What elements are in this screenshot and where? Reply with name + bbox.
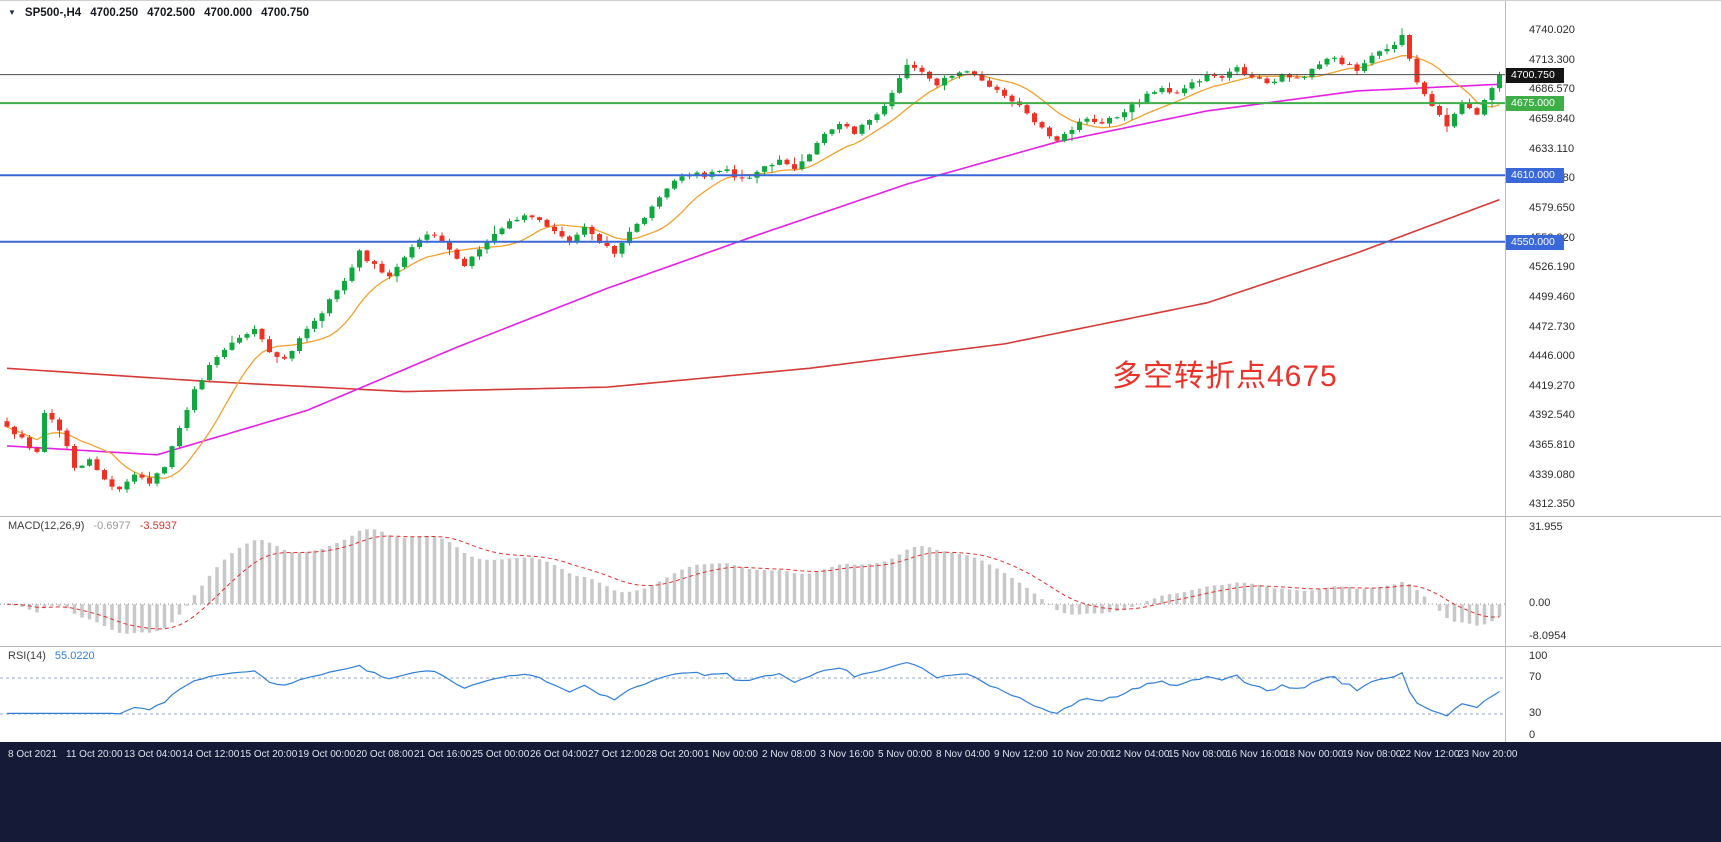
time-label: 22 Nov 12:00: [1400, 749, 1460, 760]
panel-separator-macd: [0, 516, 1721, 517]
price-badge-hline[interactable]: 4675.000: [1506, 96, 1564, 111]
time-label: 19 Nov 08:00: [1342, 749, 1402, 760]
ohlc-close: 4700.750: [261, 7, 310, 19]
price-axis-tick: 4579.650: [1529, 202, 1575, 214]
time-label: 11 Oct 20:00: [66, 749, 123, 760]
rsi-value: 55.0220: [54, 650, 95, 662]
price-axis-tick: 4365.810: [1529, 439, 1575, 451]
time-axis: 8 Oct 2021 11 Oct 20:00 13 Oct 04:00 14 Oct…: [0, 742, 1721, 842]
price-badge-hline[interactable]: 4610.000: [1506, 168, 1564, 183]
panel-separator-rsi: [0, 646, 1721, 647]
chart-canvas[interactable]: [0, 1, 1505, 743]
rsi-name: RSI(14): [8, 650, 46, 662]
macd-name: MACD(12,26,9): [8, 520, 85, 532]
price-axis-tick: 4713.300: [1529, 54, 1575, 66]
rsi-axis-30: 30: [1529, 707, 1542, 719]
price-axis-tick: 4392.540: [1529, 409, 1575, 421]
price-axis-tick: 4659.840: [1529, 113, 1575, 125]
time-label: 16 Nov 16:00: [1226, 749, 1286, 760]
chart-window[interactable]: ▼ SP500-,H4 4700.250 4702.500 4700.000 4…: [0, 0, 1721, 743]
time-label: 8 Oct 2021: [8, 749, 57, 760]
macd-signal-value: -3.5937: [139, 520, 178, 532]
footer-bar: 8 Oct 2021 11 Oct 20:00 13 Oct 04:00 14 Oct…: [0, 742, 1721, 842]
macd-indicator-label: MACD(12,26,9) -0.6977 -3.5937: [8, 520, 177, 532]
ma-slow-line: [6, 198, 1500, 393]
price-axis-tick: 4419.270: [1529, 380, 1575, 392]
ohlc-low: 4700.000: [204, 7, 253, 19]
ma-fast-line: [6, 54, 1500, 479]
time-label: 23 Nov 20:00: [1458, 749, 1518, 760]
time-label: 3 Nov 16:00: [820, 749, 874, 760]
time-label: 19 Oct 00:00: [298, 749, 356, 760]
rsi-indicator-label: RSI(14) 55.0220: [8, 650, 95, 662]
time-label: 20 Oct 08:00: [356, 749, 414, 760]
ohlc-open: 4700.250: [90, 7, 139, 19]
symbol-header: ▼ SP500-,H4 4700.250 4702.500 4700.000 4…: [8, 7, 309, 19]
price-axis-tick: 4526.190: [1529, 261, 1575, 273]
time-label: 25 Oct 00:00: [472, 749, 530, 760]
ma-mid-line: [6, 83, 1500, 456]
candles-layer: [4, 28, 1502, 493]
rsi-axis-70: 70: [1529, 671, 1542, 683]
macd-main-value: -0.6977: [93, 520, 131, 532]
macd-axis-max: 31.955: [1529, 521, 1563, 533]
price-axis-tick: 4499.460: [1529, 291, 1575, 303]
ohlc-high: 4702.500: [147, 7, 196, 19]
price-axis-tick: 4472.730: [1529, 321, 1575, 333]
price-axis: 4740.020 4713.300 4686.570 4659.840 4633.110…: [1506, 1, 1721, 743]
price-badge-hline[interactable]: 4550.000: [1506, 235, 1564, 250]
macd-axis-zero: 0.00: [1529, 597, 1551, 609]
price-axis-tick: 4446.000: [1529, 350, 1575, 362]
price-axis-tick: 4339.080: [1529, 469, 1575, 481]
time-label: 18 Nov 00:00: [1284, 749, 1344, 760]
rsi-axis-0: 0: [1529, 729, 1536, 741]
price-axis-tick: 4633.110: [1529, 143, 1575, 155]
symbol-timeframe: SP500-,H4: [24, 7, 82, 19]
time-label: 8 Nov 04:00: [936, 749, 990, 760]
time-label: 12 Nov 04:00: [1110, 749, 1170, 760]
time-label: 27 Oct 12:00: [588, 749, 646, 760]
rsi-panel: [0, 661, 1505, 717]
price-axis-tick: 4740.020: [1529, 24, 1575, 36]
time-label: 14 Oct 12:00: [182, 749, 240, 760]
time-label: 5 Nov 00:00: [878, 749, 932, 760]
price-axis-separator: [1505, 1, 1506, 743]
time-label: 21 Oct 16:00: [414, 749, 472, 760]
rsi-axis-100: 100: [1529, 650, 1548, 662]
time-label: 26 Oct 04:00: [530, 749, 588, 760]
price-axis-tick: 4686.570: [1529, 83, 1575, 95]
macd-panel: [0, 529, 1505, 634]
time-label: 15 Nov 08:00: [1168, 749, 1228, 760]
horizontal-lines: [0, 74, 1505, 243]
time-label: 28 Oct 20:00: [646, 749, 704, 760]
time-label: 13 Oct 04:00: [124, 749, 182, 760]
time-label: 10 Nov 20:00: [1052, 749, 1112, 760]
time-label: 9 Nov 12:00: [994, 749, 1048, 760]
annotation-text: 多空转折点4675: [1112, 360, 1338, 393]
chart-marker-icon: ▼: [8, 7, 16, 17]
price-axis-tick: 4312.350: [1529, 498, 1575, 510]
time-label: 2 Nov 08:00: [762, 749, 816, 760]
time-label: 15 Oct 20:00: [240, 749, 298, 760]
time-label: 1 Nov 00:00: [704, 749, 758, 760]
price-badge-current-price: 4700.750: [1506, 68, 1564, 83]
macd-axis-min: -8.0954: [1529, 630, 1567, 642]
